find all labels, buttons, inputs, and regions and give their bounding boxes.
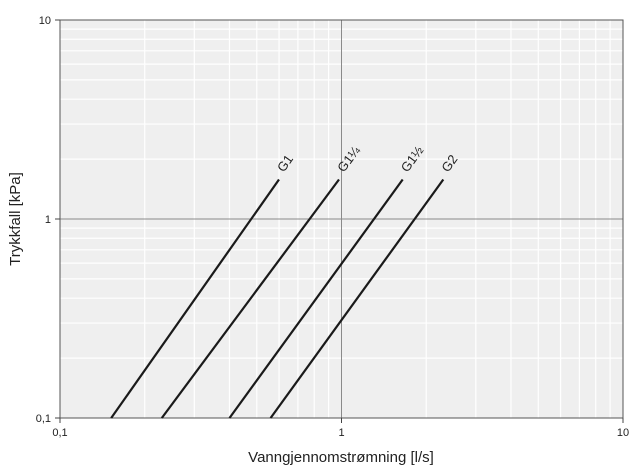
x-tick-label: 1 <box>338 427 344 439</box>
grid-major <box>60 20 623 418</box>
series-line <box>228 178 404 419</box>
y-tick-label: 0,1 <box>36 413 51 425</box>
tick-labels: 0,1 1 10 0,1 1 10 <box>36 15 629 439</box>
axis-ticks <box>55 19 624 423</box>
x-axis-title: Vanngjennomstrømning [l/s] <box>248 449 434 466</box>
y-tick-label: 10 <box>39 15 51 27</box>
x-tick-label: 10 <box>617 427 629 439</box>
x-tick-label: 0,1 <box>52 427 67 439</box>
series-line <box>269 178 445 419</box>
y-tick-label: 1 <box>45 214 51 226</box>
series-layer <box>110 178 445 419</box>
series-line <box>110 178 280 419</box>
y-axis-title: Trykkfall [kPa] <box>7 172 24 266</box>
series-line <box>160 178 340 419</box>
